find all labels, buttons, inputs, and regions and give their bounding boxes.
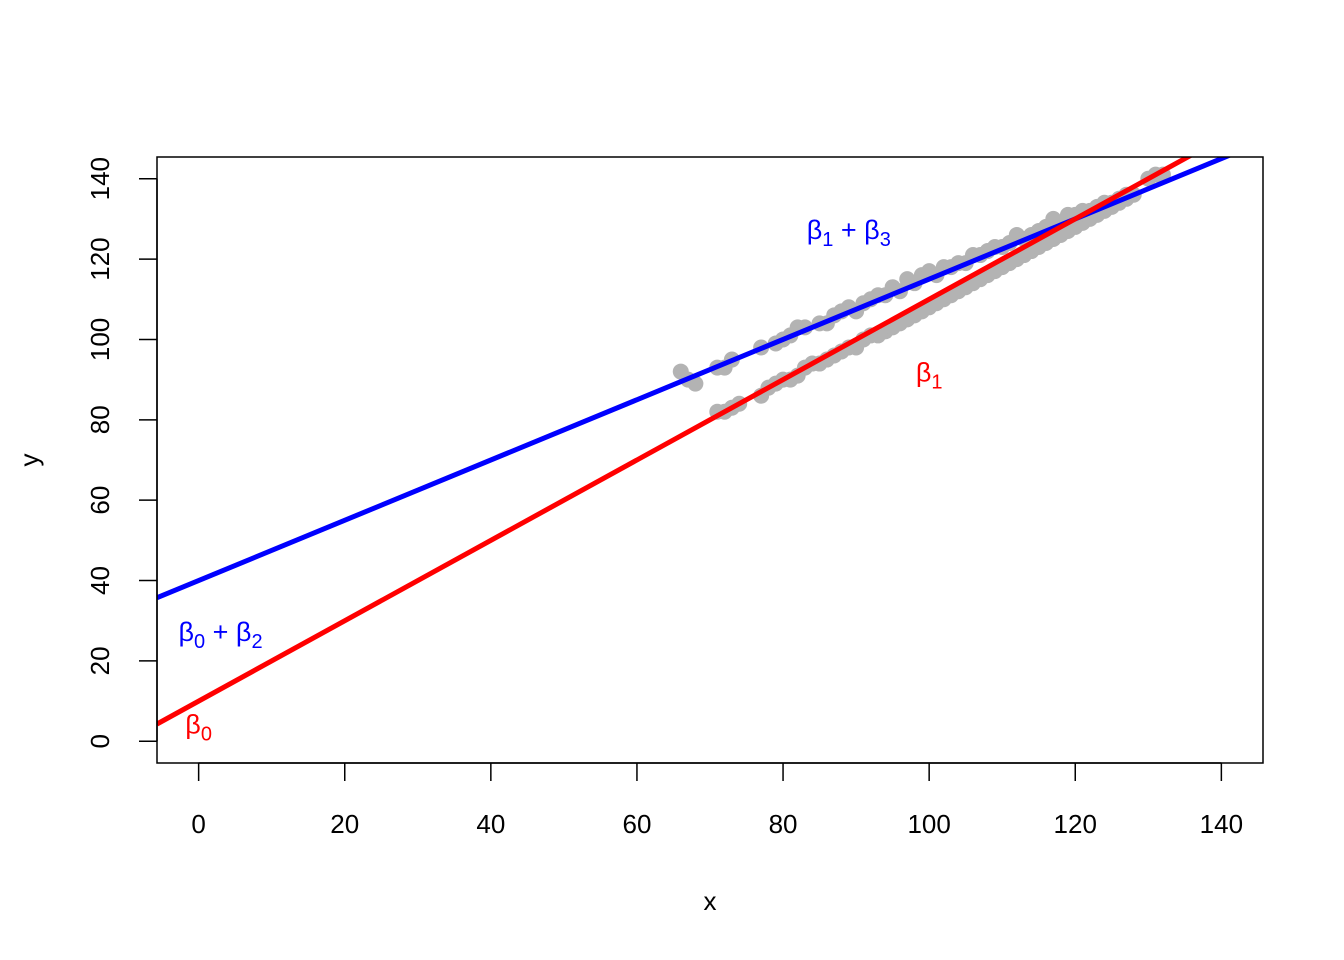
y-tick-label: 20 — [85, 646, 115, 675]
x-tick-label: 120 — [1054, 809, 1097, 839]
x-tick-label: 40 — [476, 809, 505, 839]
annotation-4: β0 — [185, 709, 212, 745]
fit-line-2 — [157, 157, 1193, 727]
x-axis-label: x — [704, 886, 717, 916]
annotation-1: β1 + β3 — [807, 215, 891, 251]
fit-line-1 — [157, 157, 1232, 601]
x-axis: 0 20 40 60 80 100 120 140 — [191, 762, 1243, 839]
y-tick-label: 0 — [85, 734, 115, 748]
x-tick-label: 100 — [907, 809, 950, 839]
y-tick-label: 120 — [85, 237, 115, 280]
y-tick-label: 140 — [85, 157, 115, 200]
y-axis: 0 20 40 60 80 100 120 140 — [85, 157, 158, 749]
y-tick-label: 100 — [85, 318, 115, 361]
x-tick-label: 20 — [330, 809, 359, 839]
x-tick-label: 0 — [191, 809, 205, 839]
annotation-2: β1 — [916, 358, 943, 394]
y-tick-label: 80 — [85, 405, 115, 434]
x-tick-label: 140 — [1200, 809, 1243, 839]
y-tick-label: 60 — [85, 486, 115, 515]
annotations: β1 + β3 β1 β0 + β2 β0 — [179, 215, 943, 745]
x-tick-label: 80 — [769, 809, 798, 839]
x-tick-label: 60 — [622, 809, 651, 839]
annotation-3: β0 + β2 — [179, 617, 263, 653]
regression-lines — [157, 157, 1232, 727]
y-tick-label: 40 — [85, 566, 115, 595]
plot-frame — [156, 156, 1264, 764]
y-axis-label: y — [14, 454, 44, 467]
